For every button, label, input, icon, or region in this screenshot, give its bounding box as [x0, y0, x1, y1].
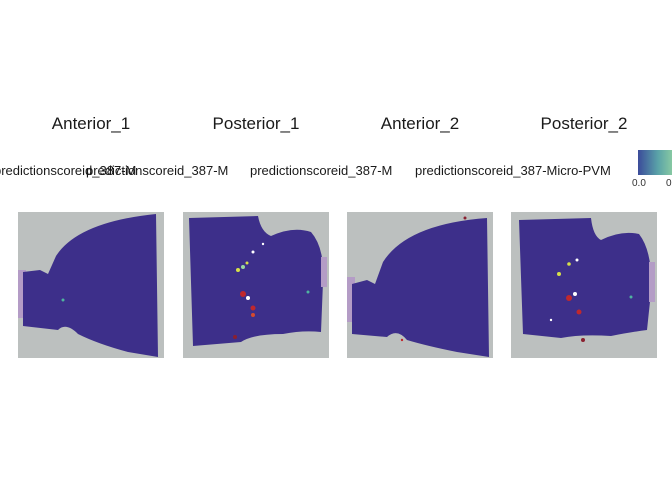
- facet-title-anterior-2: Anterior_2: [380, 114, 460, 133]
- panel-subtitle-3: predictionscoreid_387-M: [250, 163, 393, 178]
- colorbar-legend: [638, 150, 672, 175]
- spatial-panel-posterior-1: [183, 212, 329, 358]
- spatial-panel-posterior-2: [511, 212, 657, 358]
- facet-title-posterior-1: Posterior_1: [212, 114, 300, 133]
- facet-title-anterior-1: Anterior_1: [51, 114, 131, 133]
- panel-subtitle-2: predictionscoreid_387-M: [86, 163, 229, 178]
- spatial-panel-anterior-2: [347, 212, 493, 358]
- legend-tick-1: 0: [666, 178, 672, 189]
- panel-subtitle-4: predictionscoreid_387-Micro-PVM: [415, 163, 611, 178]
- legend-tick-0: 0.0: [632, 178, 646, 189]
- spatial-panel-anterior-1: [18, 212, 164, 358]
- panel-subtitle-1: predictionscoreid_387-M: [0, 163, 137, 178]
- facet-title-posterior-2: Posterior_2: [540, 114, 628, 133]
